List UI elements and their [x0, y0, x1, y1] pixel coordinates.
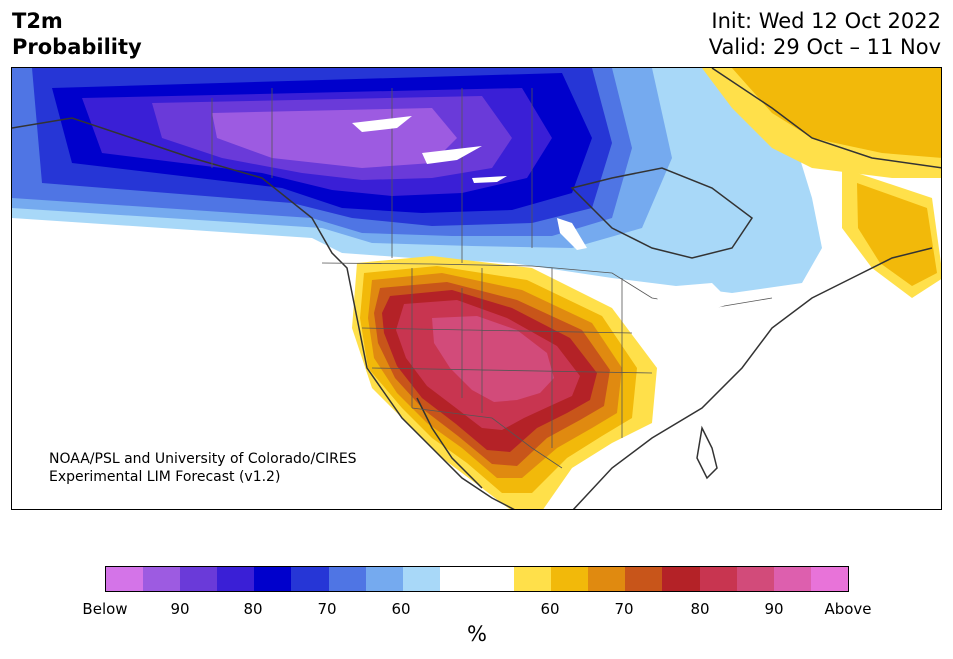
colorbar-cell [588, 567, 626, 591]
colorbar-cell [736, 567, 774, 591]
province-lines [211, 88, 533, 263]
colorbar-cell [291, 567, 329, 591]
colorbar-tick-label: 80 [243, 600, 263, 618]
warm-90-band [432, 316, 554, 402]
coastlines [12, 68, 941, 509]
colorbar-cell [773, 567, 811, 591]
lakes [352, 116, 732, 313]
colorbar-tick-label: 60 [540, 600, 560, 618]
baja [416, 397, 483, 489]
colorbar-tick-label: 90 [170, 600, 190, 618]
colorbar-cell [180, 567, 218, 591]
greenland-65-band [732, 68, 941, 158]
colorbar-unit: % [467, 622, 487, 646]
colorbar-cell [365, 567, 403, 591]
credit-text: NOAA/PSL and University of Colorado/CIRE… [49, 450, 357, 486]
hudson-bay [570, 167, 754, 259]
map-canvas [12, 68, 941, 509]
colorbar-cell [328, 567, 366, 591]
north-america-coast [12, 117, 933, 509]
colorbar-tick-label: 70 [614, 600, 634, 618]
florida [696, 425, 718, 480]
greenland-coast [711, 68, 941, 169]
colorbar [105, 566, 849, 592]
valid-range: Valid: 29 Oct – 11 Nov [708, 35, 941, 59]
forecast-map [11, 67, 942, 510]
colorbar-cell [439, 567, 477, 591]
great-lakes [652, 283, 732, 313]
colorbar-cell [476, 567, 515, 591]
colorbar-tick-label: 90 [764, 600, 784, 618]
lake-winnipeg [557, 218, 587, 250]
colorbar-cell [217, 567, 255, 591]
state-lines [361, 268, 653, 448]
map-title: T2m Probability [12, 8, 142, 60]
colorbar-cell [143, 567, 181, 591]
colorbar-cell [699, 567, 737, 591]
us-mexico-border [411, 407, 563, 469]
colorbar-cell [514, 567, 552, 591]
colorbar-cell [625, 567, 663, 591]
credit-line-1: NOAA/PSL and University of Colorado/CIRE… [49, 451, 357, 467]
northeast-warm-region [702, 68, 941, 298]
colorbar-tick-label: Below [82, 600, 128, 618]
colorbar-cell [402, 567, 440, 591]
probability-label: Probability [12, 35, 142, 59]
below-normal-region [12, 68, 822, 293]
political-borders [211, 88, 773, 469]
colorbar-tick-label: Above [824, 600, 872, 618]
init-date: Init: Wed 12 Oct 2022 [711, 9, 941, 33]
colorbar-tick-label: 70 [317, 600, 337, 618]
colorbar-cell [551, 567, 589, 591]
great-bear-lake [352, 116, 412, 132]
credit-line-2: Experimental LIM Forecast (v1.2) [49, 469, 281, 485]
lake-athabasca [472, 176, 507, 183]
variable-label: T2m [12, 9, 63, 33]
colorbar-cell [254, 567, 292, 591]
great-slave-lake [422, 146, 482, 164]
labrador-65-band [857, 183, 937, 286]
above-normal-region [352, 256, 657, 509]
forecast-dates: Init: Wed 12 Oct 2022 Valid: 29 Oct – 11… [709, 8, 941, 60]
colorbar-cell [662, 567, 700, 591]
colorbar-cell [106, 567, 144, 591]
colorbar-tick-label: 60 [391, 600, 411, 618]
colorbar-tick-label: 80 [690, 600, 710, 618]
colorbar-cell [810, 567, 848, 591]
